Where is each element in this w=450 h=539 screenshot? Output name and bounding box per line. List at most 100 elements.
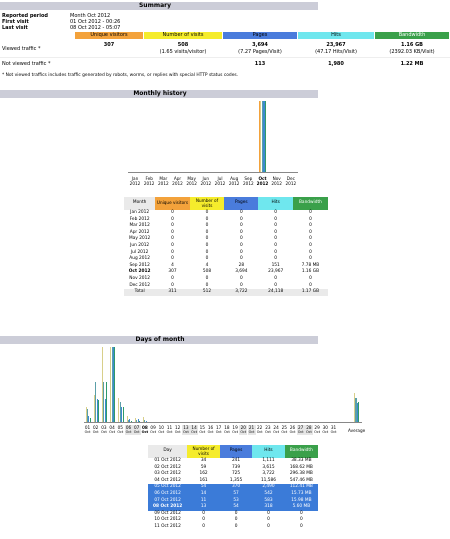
table-cell: Jul 2012 (130, 249, 149, 255)
days-axis-month: Oct (281, 430, 288, 434)
days-axis-month: Oct (191, 430, 198, 434)
days-axis-day: 06 (125, 425, 132, 430)
days-axis-month: Oct (264, 430, 271, 434)
table-row: Aug 2012 0 0 0 0 0 (124, 256, 328, 263)
table-cell: 3,615 (262, 464, 275, 470)
monthly-axis-labels: Jan 2012 Feb 2012 Mar 2012 Apr 2012 May 2012 Jun 20… (128, 176, 298, 188)
summary-header-visits: Number of visits (144, 32, 222, 39)
days-bar-04-s0 (110, 347, 112, 423)
days-bar-08-s1 (144, 420, 146, 423)
days-axis-label: 21 Oct (247, 425, 256, 435)
table-cell: 4 (171, 262, 174, 268)
days-axis-label: 02 Oct (92, 425, 100, 435)
monthly-axis-year: 2012 (242, 181, 254, 186)
days-axis-labels: 01 Oct 02 Oct 03 Oct 04 Oct 05 Oct 06 Oct 07 Oct 08 Oct… (84, 425, 374, 437)
viewed-visits: 508 (177, 42, 189, 48)
monthly-axis-label: May 2012 (186, 176, 198, 186)
summary-section: Summary Reported period Month Oct 2012 F… (0, 2, 450, 87)
table-cell: Sep 2012 (129, 262, 150, 268)
table-cell: 0 (300, 510, 303, 516)
reported-period-value: Month Oct 2012 (70, 13, 111, 19)
monthly-bar-oct-s1 (260, 101, 262, 173)
days-axis-month: Oct (322, 430, 329, 434)
monthly-axis-month: Apr (173, 176, 182, 181)
table-cell: 0 (300, 523, 303, 529)
viewed-pages-sub: (7.27 Pages/Visit) (238, 49, 282, 55)
days-axis-day: 17 (216, 425, 222, 430)
table-cell: 168.62 MB (289, 464, 313, 470)
last-visit-value: 08 Oct 2012 - 05:07 (70, 25, 121, 31)
table-cell: 0 (205, 216, 209, 222)
table-cell: 0 (205, 282, 209, 288)
monthly-axis-month: Mar (159, 176, 168, 181)
table-cell: 0 (171, 282, 174, 288)
days-axis-label: 22 Oct (256, 425, 264, 435)
table-cell: 542 (252, 490, 285, 498)
table-cell: Oct 2012 (128, 269, 151, 275)
days-axis-month: Oct (297, 430, 304, 434)
days-axis-day: 14 (191, 425, 197, 430)
table-cell: 54 (187, 484, 220, 491)
days-bar-01-s1 (86, 409, 89, 423)
days-axis-month: Oct (330, 430, 337, 434)
table-cell: 0 (240, 210, 243, 215)
days-axis-day: 05 (117, 425, 123, 430)
total-pages: 3,722 (224, 289, 259, 296)
monthly-axis-month: Aug (230, 176, 239, 181)
table-cell: Mar 2012 (129, 223, 150, 229)
monthly-title: Monthly history (95, 90, 225, 98)
table-row: Jan 2012 0 0 0 0 0 (124, 210, 328, 217)
table-cell: 06 Oct 2012 (148, 490, 188, 498)
table-cell: 0 (234, 523, 238, 529)
col-day-hits: Hits (252, 445, 285, 458)
table-cell: 0 (234, 510, 238, 516)
monthly-bar-oct-s0 (258, 101, 260, 173)
days-axis-month: Oct (256, 430, 263, 434)
not-viewed-pages: 113 (254, 61, 266, 67)
days-axis-month: Oct (100, 430, 107, 434)
days-axis-month: Oct (207, 430, 214, 434)
monthly-axis-year: 2012 (129, 181, 141, 186)
table-row: Sep 2012 4 4 28 151 7.78 MB (124, 263, 328, 270)
table-cell: 04 Oct 2012 (154, 477, 181, 483)
table-cell: 0 (202, 517, 205, 523)
days-axis-day: 28 (306, 425, 312, 430)
days-axis-month: Oct (174, 430, 181, 434)
days-bar-05-s1 (119, 402, 121, 423)
table-cell: 4 (205, 262, 209, 268)
table-cell: 0 (274, 236, 278, 242)
viewed-visits-sub: (1.65 visits/visitor) (159, 49, 207, 55)
days-average-bar-s1 (355, 398, 357, 423)
monthly-axis-year: 2012 (228, 181, 240, 186)
days-axis-month: Oct (133, 430, 140, 434)
monthly-table: Month Unique visitors Number of visits P… (124, 197, 328, 296)
days-bar-03-s2 (104, 399, 106, 423)
table-row: 08 Oct 2012 13 54 318 5.60 MB (148, 504, 318, 511)
table-cell: 241 (231, 458, 241, 463)
table-cell: 0 (205, 210, 209, 215)
table-cell: 10 Oct 2012 (154, 517, 181, 523)
table-row: 07 Oct 2012 11 53 583 15.98 MB (148, 497, 318, 505)
table-cell: 3,694 (235, 269, 248, 275)
monthly-axis-label: Mar 2012 (157, 176, 169, 186)
days-axis-day: 03 (101, 425, 107, 430)
days-bar-02-s3 (97, 400, 100, 423)
viewed-pages: 3,694 (252, 42, 268, 48)
monthly-bar-oct-s4 (264, 101, 267, 173)
monthly-axis-year: 2012 (157, 181, 169, 186)
table-row: Feb 2012 0 0 0 0 0 (124, 217, 328, 224)
col-day-visits: Number of visits (187, 445, 220, 458)
table-cell: Dec 2012 (129, 282, 150, 288)
days-axis-month: Oct (248, 430, 255, 434)
table-cell: 1,111 (262, 458, 275, 463)
table-cell: 0 (205, 256, 209, 262)
summary-title: Summary (90, 2, 220, 10)
table-cell: 15.98 MB (284, 497, 318, 505)
col-month: Month (124, 197, 156, 210)
days-axis-day: 04 (109, 425, 115, 430)
table-cell: 0 (205, 229, 209, 235)
summary-header-unique-visitors: Unique visitors (75, 32, 143, 39)
monthly-chart-bars (128, 100, 298, 173)
monthly-chart (128, 100, 298, 173)
monthly-axis-label: Jul 2012 (214, 176, 226, 186)
